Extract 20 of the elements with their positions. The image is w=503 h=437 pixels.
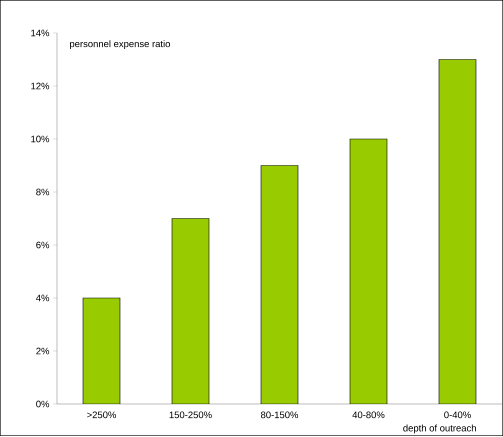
y-tick-label: 12%	[31, 82, 50, 90]
bar	[350, 138, 388, 404]
bar	[260, 165, 298, 404]
x-tick-label: >250%	[87, 412, 116, 418]
y-tick-label: 8%	[36, 188, 50, 196]
y-tick-label: 14%	[31, 30, 50, 36]
bar	[438, 59, 476, 404]
y-axis-title: personnel expense ratio	[70, 40, 170, 50]
bar	[82, 298, 120, 404]
x-axis-title: depth of outreach	[403, 424, 476, 434]
x-tick-label: 40-80%	[352, 412, 384, 418]
x-tick-label: 150-250%	[170, 412, 212, 418]
y-tick-label: 10%	[31, 136, 50, 143]
x-tick-label: 80-150%	[260, 412, 298, 418]
x-tick-label: 0-40%	[444, 412, 471, 418]
y-tick-label: 2%	[36, 348, 50, 355]
y-tick-label: 0%	[36, 400, 50, 408]
y-tick-label: 4%	[36, 294, 50, 302]
bar	[172, 218, 210, 404]
y-tick-label: 6%	[36, 242, 50, 249]
